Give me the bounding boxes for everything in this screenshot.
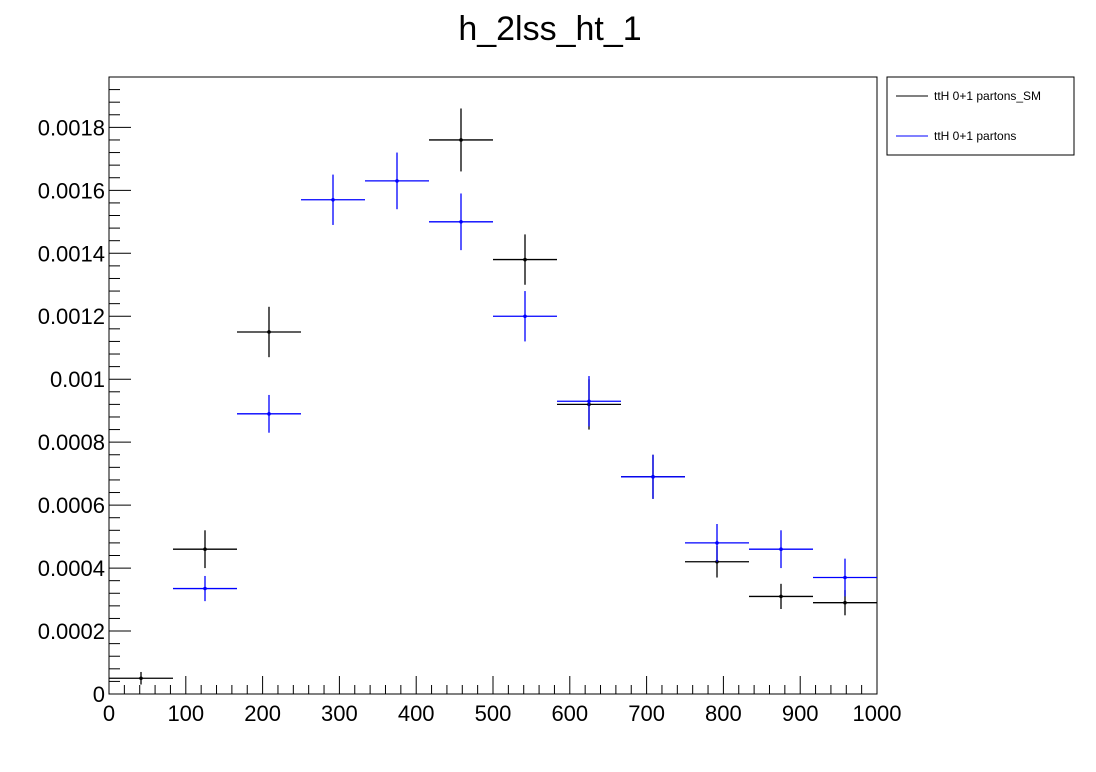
x-tick-label: 300: [321, 701, 358, 726]
data-point: [843, 600, 847, 605]
data-point: [203, 586, 207, 591]
x-tick-label: 1000: [853, 701, 902, 726]
legend-box: [886, 76, 1075, 156]
x-tick-label: 500: [475, 701, 512, 726]
y-axis: 0 0.0002 0.0004 0.0006 0.0008 0.001 0.0012 0.00…: [38, 76, 131, 707]
data-point: [459, 138, 463, 142]
series-ttH-SM: [109, 108, 877, 685]
x-axis: 0 100 200 300 400 500 600 700 800 900 1000: [103, 676, 902, 726]
data-point: [459, 220, 463, 224]
legend-label-ttH: ttH 0+1 partons: [934, 129, 1016, 143]
series-ttH: [172, 152, 877, 602]
data-point: [139, 676, 143, 681]
y-tick-label: 0.0002: [38, 619, 105, 644]
x-tick-label: 900: [782, 701, 819, 726]
legend: ttH 0+1 partons_SM ttH 0+1 partons: [886, 76, 1075, 156]
y-tick-label: 0.0016: [38, 178, 105, 203]
data-point: [843, 575, 847, 580]
series-layer: [109, 108, 877, 685]
data-point: [523, 257, 527, 262]
data-point: [331, 197, 335, 202]
legend-label-ttH-SM: ttH 0+1 partons_SM: [934, 89, 1041, 103]
y-tick-label: 0: [93, 682, 105, 707]
data-point: [587, 399, 591, 404]
data-point: [267, 412, 271, 416]
data-point: [203, 547, 207, 551]
data-point: [779, 547, 783, 551]
x-tick-label: 100: [167, 701, 204, 726]
y-tick-label: 0.0012: [38, 304, 105, 329]
chart-title: h_2lss_ht_1: [458, 10, 641, 48]
y-tick-label: 0.001: [50, 367, 105, 392]
data-point: [523, 314, 527, 319]
plot-area: [108, 76, 878, 695]
x-tick-label: 0: [103, 701, 115, 726]
x-tick-label: 700: [628, 701, 665, 726]
y-tick-label: 0.0004: [38, 556, 105, 581]
data-point: [395, 179, 399, 183]
x-tick-label: 600: [551, 701, 588, 726]
y-tick-label: 0.0006: [38, 493, 105, 518]
data-point: [267, 330, 271, 334]
x-tick-label: 800: [705, 701, 742, 726]
x-tick-label: 200: [244, 701, 281, 726]
data-point: [715, 541, 719, 545]
y-tick-label: 0.0014: [38, 241, 105, 266]
y-tick-label: 0.0008: [38, 430, 105, 455]
y-tick-label: 0.0018: [38, 115, 105, 140]
data-point: [651, 474, 655, 479]
data-point: [779, 594, 783, 599]
x-tick-label: 400: [398, 701, 435, 726]
